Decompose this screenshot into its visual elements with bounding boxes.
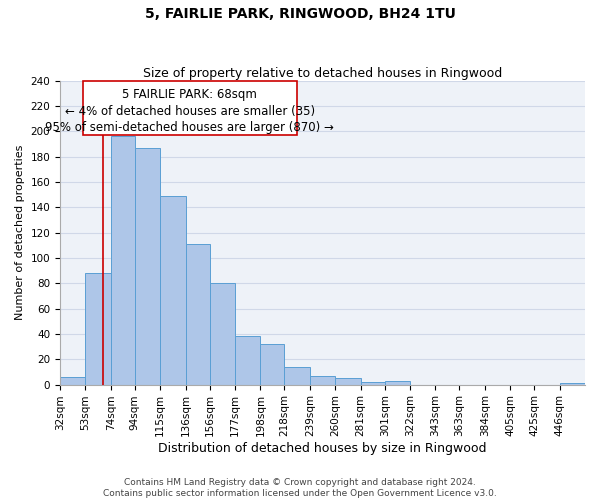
Bar (135, 148, 160, 384)
Bar (209, 284, 235, 384)
Bar (335, 378, 361, 384)
Y-axis label: Number of detached properties: Number of detached properties (15, 145, 25, 320)
Text: 95% of semi-detached houses are larger (870) →: 95% of semi-detached houses are larger (… (46, 122, 334, 134)
Bar (385, 381, 410, 384)
Bar (260, 344, 284, 385)
Bar (361, 382, 385, 384)
Title: Size of property relative to detached houses in Ringwood: Size of property relative to detached ho… (143, 66, 502, 80)
Bar (85, 273, 111, 384)
Bar (310, 376, 335, 384)
FancyBboxPatch shape (83, 80, 296, 135)
Bar (60, 377, 85, 384)
Bar (185, 244, 209, 384)
Text: Contains HM Land Registry data © Crown copyright and database right 2024.
Contai: Contains HM Land Registry data © Crown c… (103, 478, 497, 498)
Bar (160, 196, 185, 384)
Bar (111, 136, 135, 384)
Text: ← 4% of detached houses are smaller (35): ← 4% of detached houses are smaller (35) (65, 105, 315, 118)
Bar (284, 367, 310, 384)
Bar (235, 336, 260, 384)
X-axis label: Distribution of detached houses by size in Ringwood: Distribution of detached houses by size … (158, 442, 487, 455)
Text: 5 FAIRLIE PARK: 68sqm: 5 FAIRLIE PARK: 68sqm (122, 88, 257, 102)
Text: 5, FAIRLIE PARK, RINGWOOD, BH24 1TU: 5, FAIRLIE PARK, RINGWOOD, BH24 1TU (145, 8, 455, 22)
